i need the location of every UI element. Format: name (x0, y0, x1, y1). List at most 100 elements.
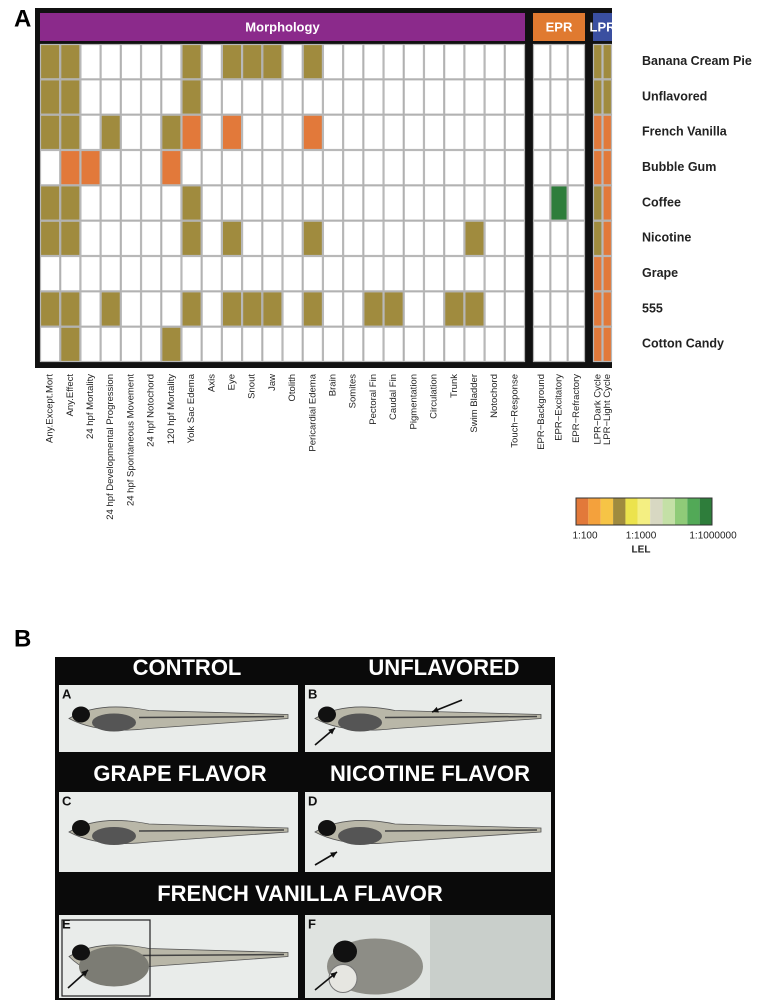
heatmap-cell (323, 80, 342, 114)
heatmap-cell (142, 151, 161, 185)
heatmap-cell (384, 115, 403, 149)
heatmap-cell (344, 221, 363, 255)
legend: 1:1001:10001:1000000LEL (572, 498, 737, 556)
heatmap-cell (323, 221, 342, 255)
heatmap-cell (384, 292, 403, 326)
heatmap-cell (41, 45, 60, 79)
heatmap-cell (101, 151, 120, 185)
heatmap-cell (534, 80, 550, 114)
column-label: Trunk (449, 374, 460, 398)
heatmap-cell (283, 292, 302, 326)
heatmap-cell (121, 151, 140, 185)
heatmap-cell (303, 186, 322, 220)
column-label: EPR−Background (536, 374, 547, 450)
heatmap-cell (603, 186, 612, 220)
heatmap-cell (364, 257, 383, 291)
heatmap-cell (202, 80, 221, 114)
heatmap-cell (384, 257, 403, 291)
heatmap-cell (505, 80, 524, 114)
heatmap-cell (162, 45, 181, 79)
heatmap-cell (303, 80, 322, 114)
fish-eye (72, 945, 90, 961)
heatmap-cell (121, 80, 140, 114)
column-label: Any.Effect (65, 374, 76, 417)
heatmap-cell (404, 80, 423, 114)
column-label: Otolith (287, 374, 298, 401)
heatmap-cell (202, 292, 221, 326)
heatmap-cell (283, 186, 302, 220)
heatmap-cell (202, 327, 221, 361)
heatmap-cell (568, 151, 584, 185)
heatmap-cell (263, 80, 282, 114)
heatmap-cell (182, 186, 201, 220)
fish-notochord (385, 717, 537, 718)
row-label: Cotton Candy (642, 337, 724, 351)
heatmap-cell (384, 327, 403, 361)
heatmap-cell (424, 221, 443, 255)
heatmap-cell (505, 151, 524, 185)
column-label: Any.Except.Mort (45, 374, 56, 443)
heatmap-cell (344, 292, 363, 326)
heatmap-cell (404, 221, 423, 255)
heatmap-cell (41, 327, 60, 361)
heatmap-cell (222, 292, 241, 326)
heatmap-cell (551, 257, 567, 291)
heatmap-cell (323, 186, 342, 220)
heatmap-cell (364, 151, 383, 185)
heatmap-cell (424, 257, 443, 291)
heatmap-cell (485, 80, 504, 114)
heatmap-cell (162, 327, 181, 361)
legend-swatch (601, 498, 613, 525)
fish-eye (318, 820, 336, 836)
fish-eye (333, 941, 357, 963)
group-header-label: Morphology (245, 19, 320, 34)
heatmap-cell (344, 327, 363, 361)
column-label: EPR−Refractory (571, 374, 582, 443)
column-label: Snout (247, 374, 258, 399)
heatmap-cell (594, 151, 603, 185)
heatmap-cell (603, 257, 612, 291)
photo-heading: UNFLAVORED (368, 655, 519, 680)
panel-label: B (14, 625, 31, 652)
heatmap-cell (323, 327, 342, 361)
heatmap-cell (142, 186, 161, 220)
heatmap-cell (534, 292, 550, 326)
photo-heading: GRAPE FLAVOR (93, 761, 266, 786)
row-label: Coffee (642, 195, 681, 209)
heatmap-cell (404, 151, 423, 185)
heatmap-cell (182, 80, 201, 114)
heatmap-cell (364, 186, 383, 220)
legend-swatch (638, 498, 650, 525)
heatmap-cell (81, 292, 100, 326)
fish-yolk (92, 714, 136, 732)
heatmap-cell (61, 80, 80, 114)
heatmap-cell (551, 115, 567, 149)
fish-edema (329, 965, 357, 993)
heatmap-cell (465, 327, 484, 361)
heatmap-cell (121, 257, 140, 291)
heatmap-cell (101, 80, 120, 114)
heatmap-cell (202, 186, 221, 220)
heatmap-cell (384, 80, 403, 114)
heatmap-cell (445, 292, 464, 326)
row-label: Grape (642, 266, 678, 280)
row-label: Nicotine (642, 231, 691, 245)
heatmap-cell (303, 151, 322, 185)
heatmap-cell (424, 151, 443, 185)
heatmap-cell (404, 257, 423, 291)
heatmap-cell (384, 221, 403, 255)
heatmap-cell (222, 221, 241, 255)
heatmap-cell (465, 151, 484, 185)
heatmap-cell (243, 221, 262, 255)
heatmap-cell (485, 186, 504, 220)
heatmap-cell (505, 221, 524, 255)
heatmap-cell (323, 151, 342, 185)
legend-label: 1:1000 (626, 531, 657, 542)
legend-swatch (625, 498, 637, 525)
heatmap-cell (568, 327, 584, 361)
heatmap-cell (534, 151, 550, 185)
heatmap-cell (142, 80, 161, 114)
heatmap-cell (323, 115, 342, 149)
heatmap-cell (445, 186, 464, 220)
heatmap-cell (81, 221, 100, 255)
